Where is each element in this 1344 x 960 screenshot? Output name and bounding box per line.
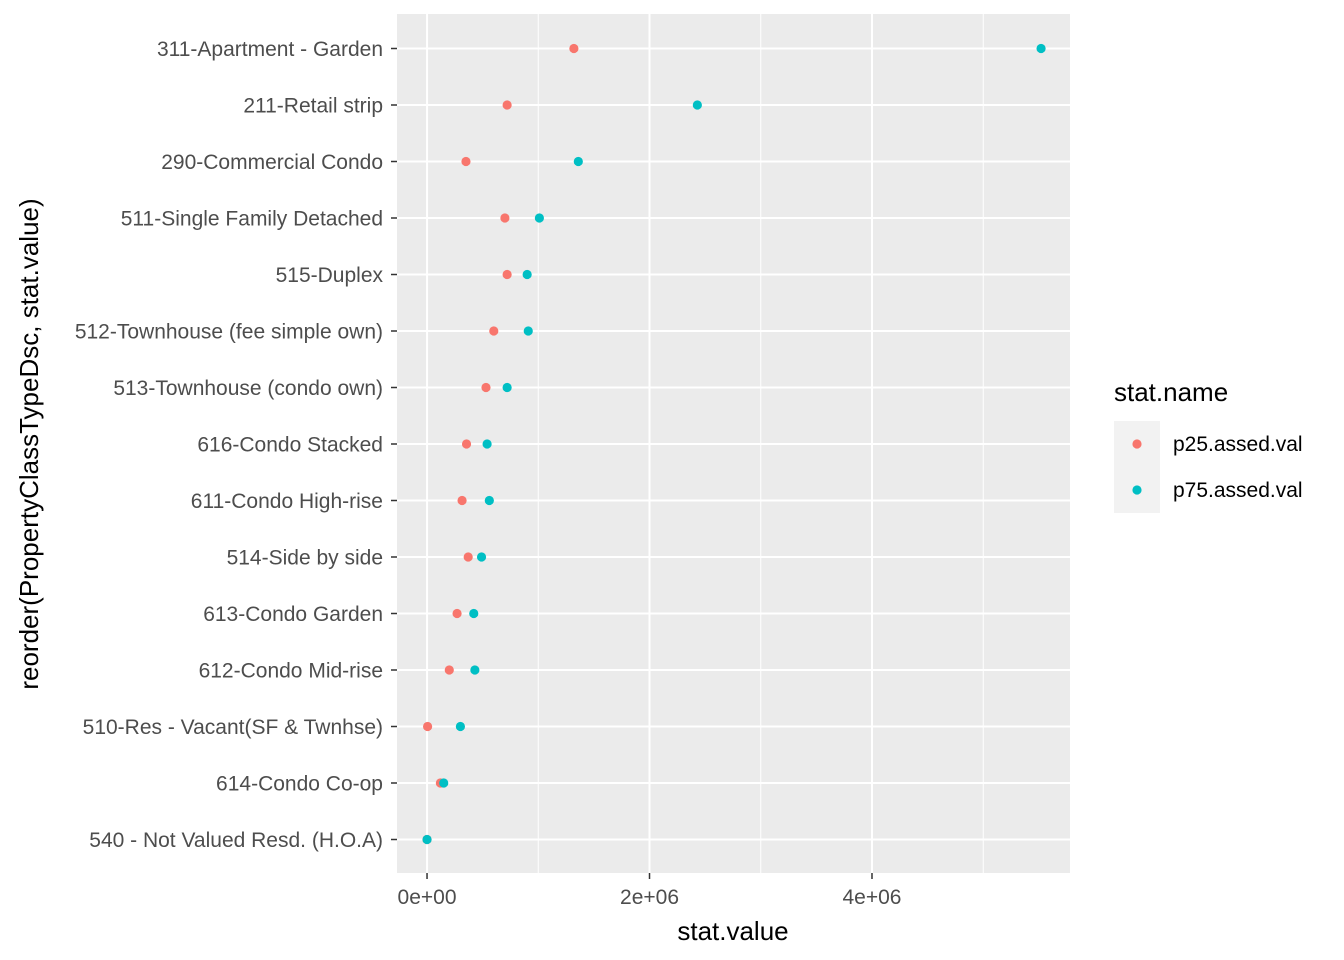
data-point: [692, 100, 702, 110]
y-tick-label: 611-Condo High-rise: [191, 490, 383, 513]
data-point: [422, 721, 433, 732]
y-tick-label: 513-Townhouse (condo own): [113, 377, 383, 400]
data-point: [444, 665, 454, 675]
y-tick-label: 510-Res - Vacant(SF & Twnhse): [83, 716, 383, 739]
y-tick-label: 512-Townhouse (fee simple own): [75, 321, 383, 344]
data-point: [439, 778, 449, 788]
y-tick-label: 613-Condo Garden: [203, 603, 383, 626]
y-tick-label: 290-Commercial Condo: [161, 151, 383, 174]
data-point: [482, 439, 492, 449]
x-axis: 0e+00 2e+06 4e+06: [398, 873, 902, 909]
legend-key-point: [1132, 439, 1142, 449]
x-tick-label: 2e+06: [620, 886, 679, 909]
y-axis: 311-Apartment - Garden 211-Retail strip 29…: [75, 38, 397, 852]
data-point: [461, 439, 472, 449]
data-point: [484, 495, 494, 506]
data-point: [463, 552, 473, 562]
y-tick-label: 514-Side by side: [227, 547, 383, 570]
x-tick-label: 4e+06: [843, 886, 902, 909]
y-tick-label: 511-Single Family Detached: [121, 208, 383, 231]
data-point: [523, 326, 533, 336]
y-tick-label: 616-Condo Stacked: [197, 434, 383, 457]
data-point: [422, 834, 432, 845]
data-point: [522, 269, 532, 280]
legend-items: p25.assed.val p75.assed.val: [1114, 421, 1303, 513]
data-points: [422, 43, 1046, 845]
data-point: [569, 43, 579, 54]
y-tick-label: 612-Condo Mid-rise: [199, 660, 383, 683]
y-tick-label: 311-Apartment - Garden: [157, 38, 383, 61]
data-point: [500, 213, 510, 223]
legend-title: stat.name: [1114, 377, 1228, 407]
data-point: [573, 156, 583, 167]
data-point: [489, 326, 499, 336]
data-point: [470, 665, 480, 675]
data-point: [502, 269, 512, 280]
data-point: [476, 552, 487, 562]
y-tick-label: 614-Condo Co-op: [216, 773, 383, 796]
data-point: [469, 608, 479, 619]
data-point: [457, 495, 467, 506]
legend-label: p25.assed.val: [1173, 433, 1303, 456]
y-axis-title: reorder(PropertyClassTypeDsc, stat.value…: [14, 198, 44, 689]
y-tick-label: 540 - Not Valued Resd. (H.O.A): [89, 829, 383, 852]
data-point: [1036, 43, 1046, 54]
data-point: [534, 213, 544, 223]
y-tick-label: 211-Retail strip: [243, 95, 383, 118]
y-tick-label: 515-Duplex: [276, 264, 384, 287]
legend: stat.name p25.assed.val p75.assed.val: [1114, 377, 1303, 513]
data-point: [461, 156, 471, 167]
data-point: [502, 100, 512, 110]
legend-key-point: [1132, 485, 1142, 495]
x-axis-title: stat.value: [677, 916, 788, 946]
legend-label: p75.assed.val: [1173, 479, 1303, 502]
x-tick-label: 0e+00: [398, 886, 457, 909]
data-point: [502, 382, 512, 393]
data-point: [452, 608, 462, 619]
data-point: [455, 721, 466, 732]
data-point: [481, 382, 491, 393]
